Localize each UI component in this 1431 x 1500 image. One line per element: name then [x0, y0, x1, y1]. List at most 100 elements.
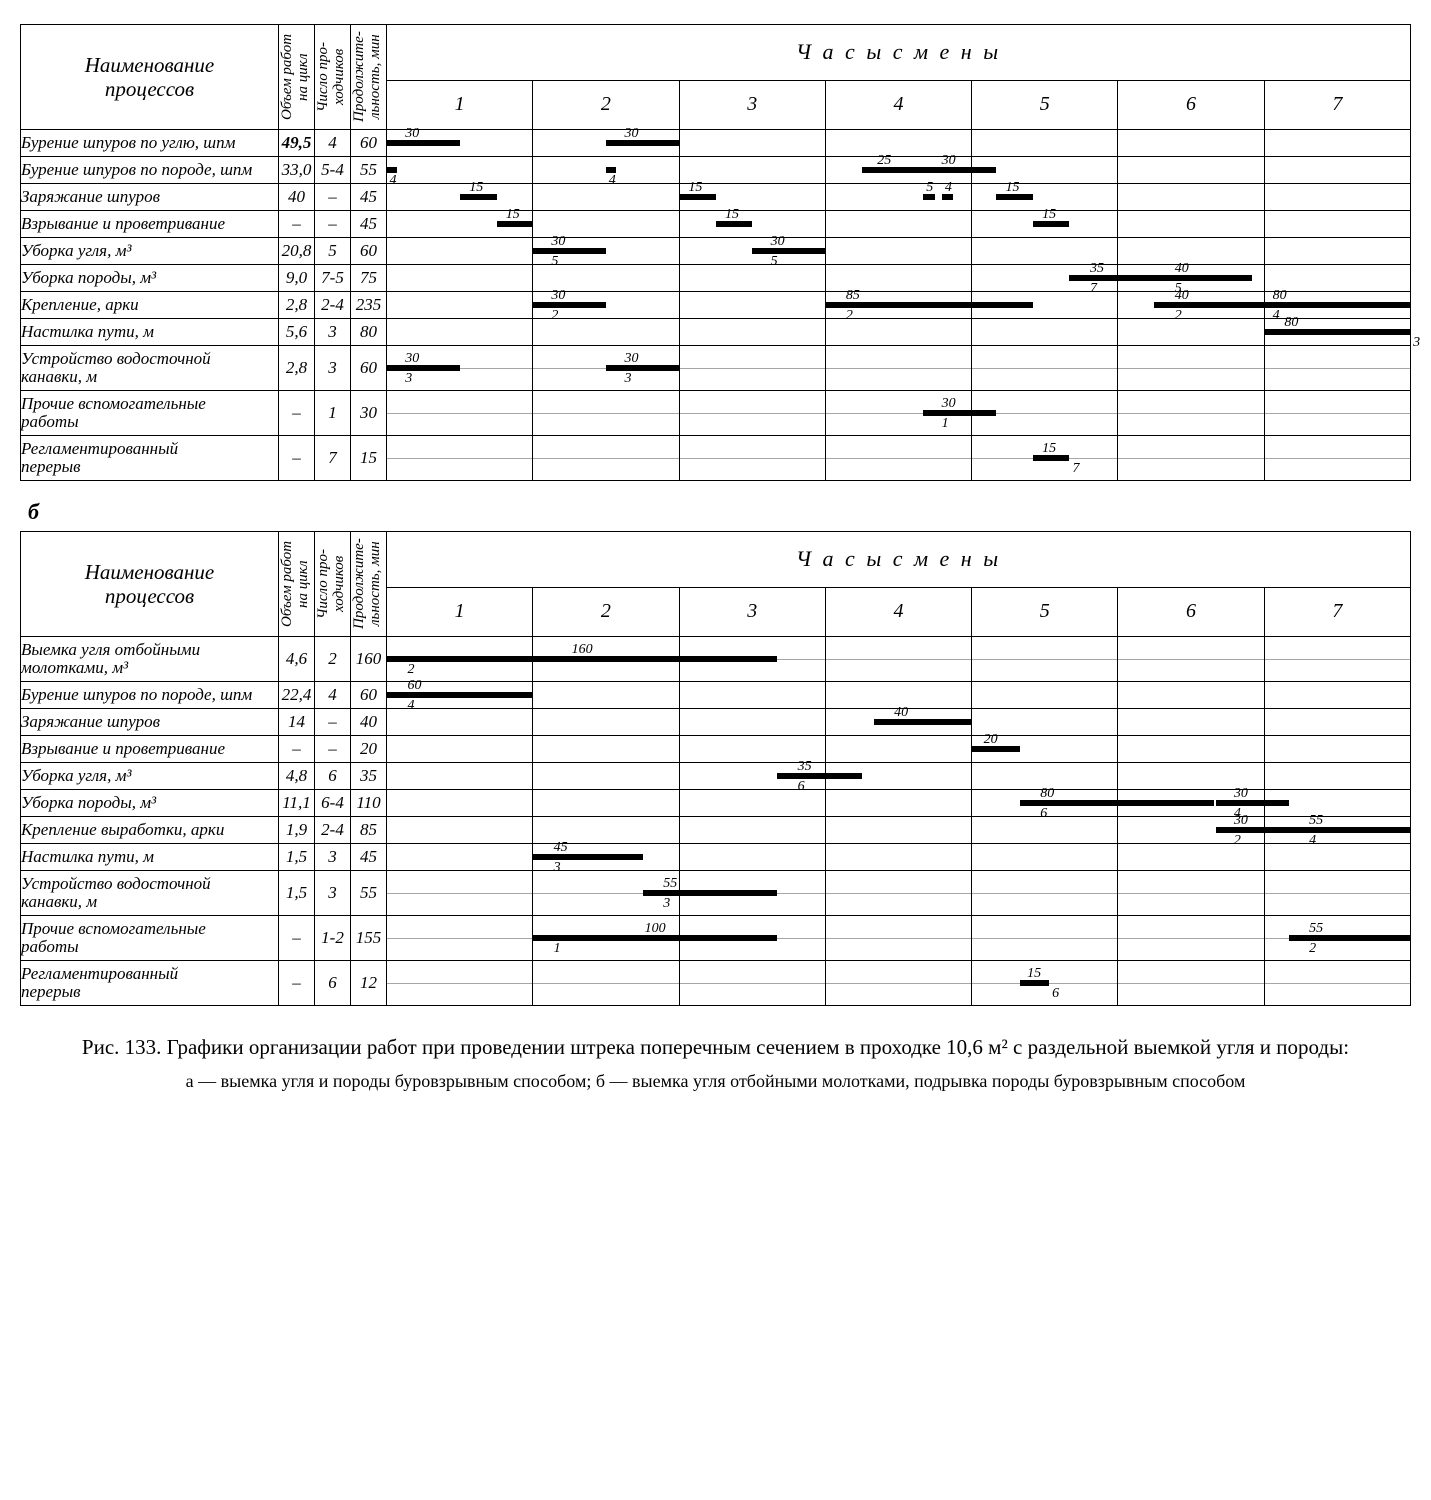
col-duration: 60: [351, 238, 387, 265]
bar-label-above: 80: [1284, 316, 1298, 330]
col-crew: 3: [315, 319, 351, 346]
bar-label-above: 100: [645, 922, 666, 936]
bar-label-below: 3: [663, 897, 670, 911]
header-hour: 5: [972, 80, 1118, 129]
bar-label-above: 30: [405, 352, 419, 366]
process-name: Бурение шпуров по породе, шпм: [21, 157, 279, 184]
bar-label-above: 40: [1175, 262, 1189, 276]
col-crew: 4: [315, 130, 351, 157]
header-process: Наименованиепроцессов: [21, 25, 279, 130]
process-name: Заряжание шпуров: [21, 709, 279, 736]
bar-label-above: 160: [572, 643, 593, 657]
header-vcol-label: Продолжите- льность, мин: [351, 532, 385, 636]
bar-label-above: 40: [1175, 289, 1189, 303]
col-crew: 2: [315, 637, 351, 682]
gantt-bar: [533, 248, 606, 254]
col-crew: 4: [315, 682, 351, 709]
gantt-bar: [1289, 827, 1410, 833]
col-crew: –: [315, 211, 351, 238]
header-vcol-label: Число про- ходчиков: [315, 532, 349, 636]
bar-label-above: 30: [551, 289, 565, 303]
caption-main: Рис. 133. Графики организации работ при …: [20, 1034, 1411, 1060]
process-name: Крепление выработки, арки: [21, 817, 279, 844]
bar-label-above: 25: [877, 154, 891, 168]
header-vcol-label: Объем работ на цикл: [279, 532, 313, 636]
header-hour: 4: [825, 80, 971, 129]
gantt-bar: [923, 167, 996, 173]
bar-label-above: 60: [407, 679, 421, 693]
col-crew: 5: [315, 238, 351, 265]
gantt-bar: [606, 365, 679, 371]
header-hour: 1: [387, 80, 533, 129]
col-volume: –: [279, 736, 315, 763]
header-vcol-1: Число про- ходчиков: [315, 532, 351, 637]
gantt-cell: 156: [387, 961, 1411, 1006]
process-name: Уборка угля, м³: [21, 238, 279, 265]
col-duration: 12: [351, 961, 387, 1006]
gantt-cell: 151515: [387, 211, 1411, 238]
col-duration: 60: [351, 130, 387, 157]
header-hour: 1: [387, 587, 533, 636]
bar-label-above: 15: [725, 208, 739, 222]
header-hour: 6: [1118, 80, 1264, 129]
header-hour: 2: [533, 80, 679, 129]
bar-label-below: 2: [407, 663, 414, 677]
process-name: Прочие вспомогательныеработы: [21, 391, 279, 436]
col-crew: 3: [315, 871, 351, 916]
bar-label-above: 30: [624, 352, 638, 366]
gantt-cell: 357405: [387, 265, 1411, 292]
col-volume: 4,6: [279, 637, 315, 682]
process-name: Бурение шпуров по углю, шпм: [21, 130, 279, 157]
col-duration: 45: [351, 184, 387, 211]
header-vcol-label: Число про- ходчиков: [315, 25, 349, 129]
bar-label-above: 80: [1273, 289, 1287, 303]
header-hour: 7: [1264, 587, 1410, 636]
bar-label-above: 55: [1309, 922, 1323, 936]
bar-label-below: 1: [942, 417, 949, 431]
col-duration: 20: [351, 736, 387, 763]
gantt-cell: 453: [387, 844, 1411, 871]
col-crew: 3: [315, 346, 351, 391]
gantt-bar: [387, 140, 460, 146]
gantt-cell: 303303: [387, 346, 1411, 391]
col-volume: 40: [279, 184, 315, 211]
col-volume: 33,0: [279, 157, 315, 184]
process-name: Регламентированныйперерыв: [21, 961, 279, 1006]
cyclogram-figure: НаименованиепроцессовОбъем работ на цикл…: [20, 24, 1411, 1093]
process-name: Устройство водосточнойканавки, м: [21, 871, 279, 916]
header-hour: 4: [825, 587, 971, 636]
col-volume: 4,8: [279, 763, 315, 790]
col-duration: 15: [351, 436, 387, 481]
bar-label-above: 55: [1309, 814, 1323, 828]
col-crew: –: [315, 184, 351, 211]
header-vcol-2: Продолжите- льность, мин: [351, 25, 387, 130]
col-duration: 60: [351, 682, 387, 709]
bar-label-above: 40: [894, 706, 908, 720]
header-process: Наименованиепроцессов: [21, 532, 279, 637]
process-name: Взрывание и проветривание: [21, 736, 279, 763]
bar-label-below: 2: [1309, 942, 1316, 956]
header-hour: 3: [679, 80, 825, 129]
header-hours-label: Ч а с ы с м е н ы: [387, 532, 1411, 588]
col-duration: 75: [351, 265, 387, 292]
gantt-cell: 803: [387, 319, 1411, 346]
bar-label-above: 15: [469, 181, 483, 195]
col-crew: 7: [315, 436, 351, 481]
col-duration: 160: [351, 637, 387, 682]
header-vcol-0: Объем работ на цикл: [279, 532, 315, 637]
header-vcol-0: Объем работ на цикл: [279, 25, 315, 130]
process-name: Настилка пути, м: [21, 319, 279, 346]
process-name: Регламентированныйперерыв: [21, 436, 279, 481]
gantt-bar: [533, 302, 606, 308]
col-volume: –: [279, 391, 315, 436]
col-volume: –: [279, 961, 315, 1006]
bar-label-above: 35: [1090, 262, 1104, 276]
process-name: Уборка породы, м³: [21, 790, 279, 817]
col-crew: 6-4: [315, 790, 351, 817]
process-name: Крепление, арки: [21, 292, 279, 319]
bar-label-above: 45: [554, 841, 568, 855]
gantt-bar: [387, 365, 460, 371]
col-crew: –: [315, 709, 351, 736]
bar-label-above: 35: [798, 760, 812, 774]
col-volume: 2,8: [279, 346, 315, 391]
